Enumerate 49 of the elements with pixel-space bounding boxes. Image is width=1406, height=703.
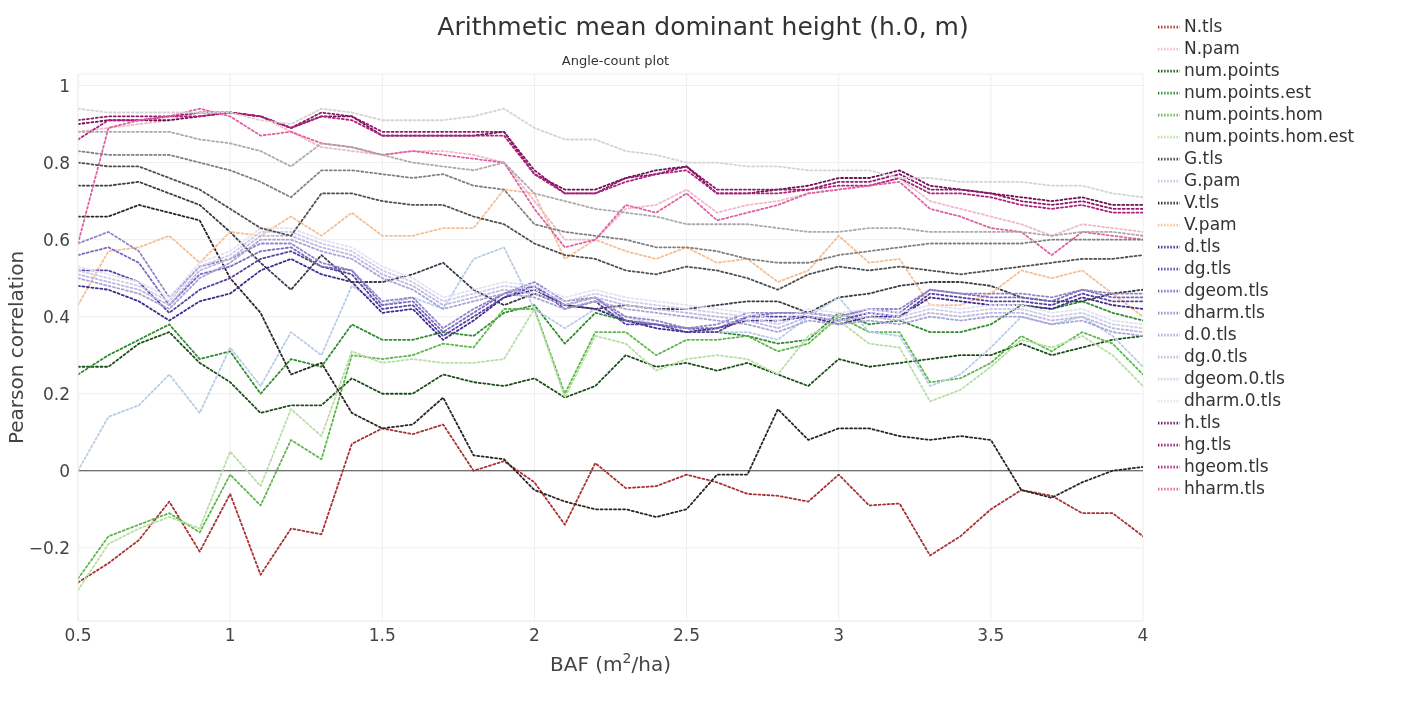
x-tick-label: 1 xyxy=(224,625,236,646)
legend-label: dharm.0.tls xyxy=(1184,390,1282,410)
legend-label: d.0.tls xyxy=(1184,324,1237,344)
x-tick-label: 0.5 xyxy=(64,625,92,646)
y-tick-label: 0.2 xyxy=(42,383,70,404)
chart-subtitle: Angle-count plot xyxy=(560,53,671,68)
x-axis-title: BAF (m$^{2}$/ha) xyxy=(550,650,671,676)
chart-title: Arithmetic mean dominant height (h.0, m) xyxy=(437,12,969,41)
y-tick-label: 0.6 xyxy=(42,229,70,250)
line-series xyxy=(78,161,1143,291)
x-tick-label: 4 xyxy=(1137,625,1149,646)
line-series xyxy=(78,246,1143,472)
legend-label: h.tls xyxy=(1184,412,1221,432)
y-tick-label: −0.2 xyxy=(28,537,70,558)
x-tick-label: 2 xyxy=(529,625,540,646)
x-tick-label: 2.5 xyxy=(673,625,701,646)
legend-label: G.pam xyxy=(1184,170,1241,190)
legend-label: dharm.tls xyxy=(1184,302,1265,322)
y-tick-label: 1 xyxy=(59,75,70,96)
legend-label: num.points.est xyxy=(1184,82,1312,102)
line-series xyxy=(78,423,1143,584)
line-series xyxy=(78,331,1143,414)
legend-label: N.tls xyxy=(1184,16,1223,36)
legend-label: G.tls xyxy=(1184,148,1223,168)
legend-label: dg.0.tls xyxy=(1184,346,1248,366)
legend-label: hgeom.tls xyxy=(1184,456,1269,476)
legend-label: N.pam xyxy=(1184,38,1240,58)
legend-label: hg.tls xyxy=(1184,434,1232,454)
legend-label: dgeom.0.tls xyxy=(1184,368,1285,388)
legend-label: num.points xyxy=(1184,60,1280,80)
legend-label: V.pam xyxy=(1184,214,1237,234)
x-tick-label: 3.5 xyxy=(977,625,1005,646)
y-tick-label: 0 xyxy=(59,460,70,481)
line-series xyxy=(78,150,1143,264)
legend-label: num.points.hom xyxy=(1184,104,1323,124)
legend-label: num.points.hom.est xyxy=(1184,126,1355,146)
legend-label: V.tls xyxy=(1184,192,1220,212)
y-axis-title: Pearson correlation xyxy=(4,250,29,445)
y-tick-label: 0.4 xyxy=(42,306,70,327)
legend-label: hharm.tls xyxy=(1184,478,1265,498)
line-series xyxy=(78,300,1143,395)
legend-label: dgeom.tls xyxy=(1184,280,1269,300)
line-series xyxy=(78,130,1143,237)
legend-label: dg.tls xyxy=(1184,258,1232,278)
y-tick-label: 0.8 xyxy=(42,152,70,173)
line-series xyxy=(78,204,1143,518)
x-tick-label: 1.5 xyxy=(368,625,396,646)
legend-label: d.tls xyxy=(1184,236,1221,256)
x-tick-label: 3 xyxy=(833,625,845,646)
